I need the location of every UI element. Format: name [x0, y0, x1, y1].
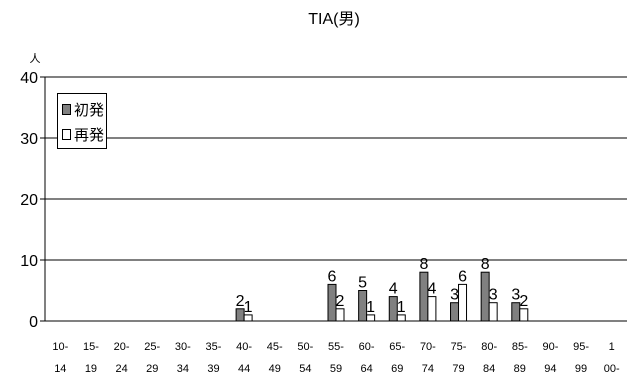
data-label-series1-10: 5 — [358, 275, 367, 292]
x-tick-label-bottom-7: 49 — [269, 363, 281, 375]
y-axis-unit: 人 — [30, 52, 41, 65]
x-tick-label-top-7: 45- — [267, 341, 283, 353]
bar-series2-15 — [519, 308, 529, 322]
x-tick-label-bottom-5: 39 — [207, 363, 219, 375]
bar-series2-13 — [458, 283, 468, 322]
x-tick-label-top-6: 40- — [236, 341, 252, 353]
data-label-series1-13: 3 — [450, 287, 459, 304]
data-label-series1-15: 3 — [511, 287, 520, 304]
axes — [44, 77, 627, 322]
x-tick-label-top-1: 15- — [83, 341, 99, 353]
x-tick-label-top-10: 60- — [359, 341, 375, 353]
x-tick-label-top-4: 30- — [175, 341, 191, 353]
legend-item-series-2: 再発 — [62, 123, 104, 145]
x-tick-label-bottom-17: 99 — [575, 363, 587, 375]
data-label-series1-14: 8 — [481, 256, 490, 273]
x-tick-label-top-0: 10- — [52, 341, 68, 353]
legend-swatch-series-2 — [62, 128, 71, 140]
y-tick-label-40: 40 — [20, 70, 38, 87]
x-tick-label-bottom-15: 89 — [514, 363, 526, 375]
data-label-series2-10: 1 — [366, 299, 375, 316]
y-tick-label-10: 10 — [20, 253, 38, 270]
bar-series1-13 — [450, 302, 460, 322]
legend-label-series-1: 初発 — [74, 101, 105, 119]
y-tick-label-0: 0 — [29, 314, 38, 331]
x-tick-label-bottom-18: 00- — [604, 363, 620, 375]
gridlines — [40, 76, 627, 322]
x-tick-label-top-13: 75- — [451, 341, 467, 353]
x-tick-label-top-3: 25- — [144, 341, 160, 353]
x-tick-label-bottom-4: 34 — [177, 363, 189, 375]
legend-item-series-1: 初発 — [62, 98, 104, 120]
data-label-series1-12: 8 — [419, 256, 428, 273]
data-label-series2-15: 2 — [519, 293, 528, 310]
x-tick-label-bottom-11: 69 — [391, 363, 403, 375]
x-tick-label-top-12: 70- — [420, 341, 436, 353]
bar-series2-9 — [335, 308, 345, 322]
y-tick-label-30: 30 — [20, 131, 38, 148]
x-tick-label-bottom-8: 54 — [299, 363, 311, 375]
x-tick-label-top-5: 35- — [206, 341, 222, 353]
data-label-series2-14: 3 — [489, 287, 498, 304]
data-label-series2-11: 1 — [397, 299, 406, 316]
x-tick-label-bottom-14: 84 — [483, 363, 495, 375]
x-tick-label-top-9: 55- — [328, 341, 344, 353]
x-tick-label-bottom-6: 44 — [238, 363, 250, 375]
x-tick-label-bottom-9: 59 — [330, 363, 342, 375]
bar-series2-12 — [427, 296, 437, 322]
x-tick-label-top-15: 85- — [512, 341, 528, 353]
data-label-series1-6: 2 — [236, 293, 245, 310]
legend-swatch-series-1 — [62, 103, 71, 115]
x-tick-label-top-17: 95- — [573, 341, 589, 353]
data-label-series2-13: 6 — [458, 268, 467, 285]
x-tick-label-bottom-12: 74 — [422, 363, 434, 375]
bar-series2-14 — [488, 302, 498, 322]
data-label-series1-11: 4 — [389, 281, 398, 298]
data-label-series1-9: 6 — [328, 268, 337, 285]
x-tick-label-top-11: 65- — [389, 341, 405, 353]
y-tick-label-20: 20 — [20, 192, 38, 209]
data-label-series2-12: 4 — [427, 281, 436, 298]
data-label-series2-6: 1 — [244, 299, 253, 316]
x-tick-label-top-8: 50- — [297, 341, 313, 353]
x-tick-label-top-18: 1 — [609, 341, 615, 353]
chart-title: TIA(男) — [308, 11, 360, 28]
x-tick-label-bottom-1: 19 — [85, 363, 97, 375]
x-tick-label-top-2: 20- — [114, 341, 130, 353]
legend: 初発 再発 — [57, 93, 107, 149]
data-label-series2-9: 2 — [336, 293, 345, 310]
bars — [235, 271, 529, 322]
x-tick-label-bottom-13: 79 — [452, 363, 464, 375]
x-tick-label-bottom-10: 64 — [361, 363, 373, 375]
x-tick-label-bottom-16: 94 — [544, 363, 556, 375]
x-tick-label-bottom-0: 14 — [54, 363, 66, 375]
x-tick-label-bottom-3: 29 — [146, 363, 158, 375]
x-tick-label-top-16: 90- — [542, 341, 558, 353]
x-tick-label-bottom-2: 24 — [115, 363, 127, 375]
legend-label-series-2: 再発 — [74, 126, 105, 144]
x-tick-labels: 10- 14 15- 19 20- 24 25- 29 30- 34 35- 39 40- 44 45- 49… — [52, 341, 620, 375]
x-tick-label-top-14: 80- — [481, 341, 497, 353]
y-tick-labels: 0 10 20 30 40 — [20, 70, 38, 331]
